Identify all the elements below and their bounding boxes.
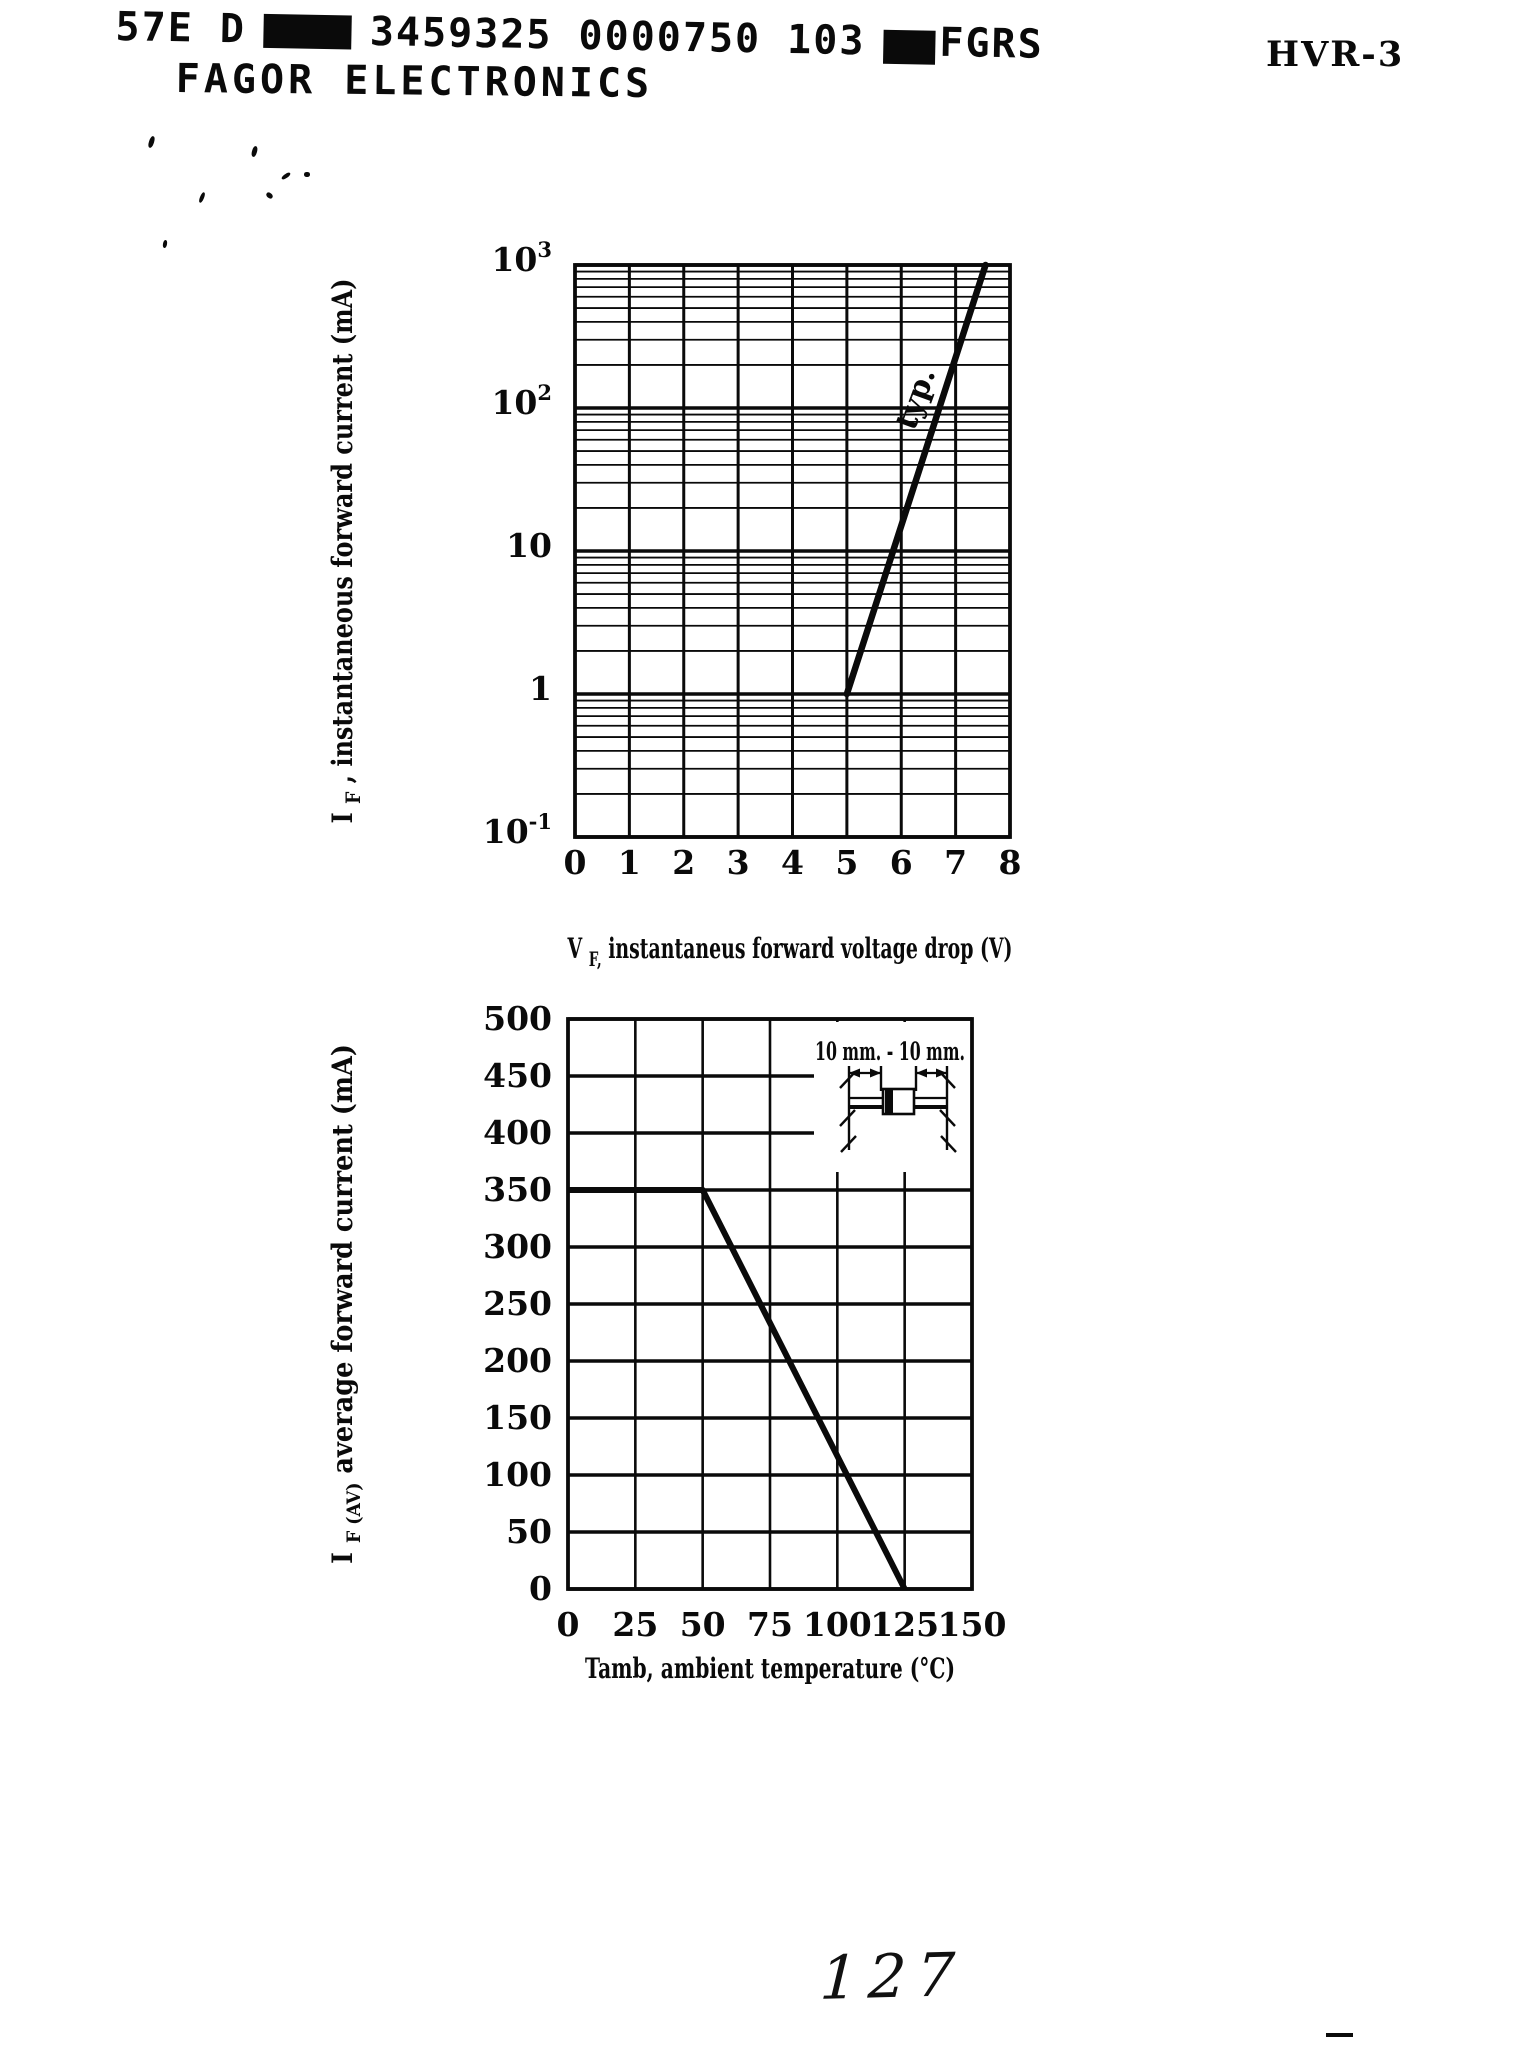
y-tick-label: 250: [483, 1284, 552, 1323]
y-tick-label: 1: [529, 669, 552, 708]
break-mark: [940, 1135, 957, 1153]
chart1-border: [573, 263, 1012, 839]
x-tick-label: 25: [612, 1605, 658, 1644]
x-tick-label: 75: [747, 1605, 793, 1644]
y-tick-label: 103: [491, 237, 552, 279]
x-tick-label: 6: [890, 843, 913, 882]
x-tick-label: 2: [672, 843, 695, 882]
x-tick-label: 8: [999, 843, 1022, 882]
x-tick-label: 0: [564, 843, 587, 882]
y-tick-label: 0: [529, 1569, 552, 1608]
y-tick-label: 10: [506, 526, 552, 565]
plot-border: [566, 1017, 974, 1591]
scan-mark: [250, 145, 259, 158]
page-number: 127: [818, 1940, 967, 2014]
y-tick-label: 102: [491, 380, 552, 422]
inset-dimension-label: 10 mm. - 10 mm.: [815, 1037, 965, 1066]
y-tick-label: 50: [506, 1512, 552, 1551]
y-tick-label: 350: [483, 1170, 552, 1209]
ocr-code-mid: 3459325 0000750 103: [369, 8, 866, 65]
scan-mark: [280, 171, 292, 181]
x-tick-label: 7: [944, 843, 967, 882]
x-tick-label: 150: [938, 1605, 1007, 1644]
y-tick-label: 300: [483, 1227, 552, 1266]
scan-mark: [147, 135, 156, 149]
y-tick-label: 450: [483, 1056, 552, 1095]
chart2-tick-labels: 0 25 50 75 100125150050100150200250300350400…: [483, 999, 1006, 1644]
break-mark: [840, 1135, 857, 1153]
x-tick-label: 50: [680, 1605, 726, 1644]
chart1-grid: [573, 263, 1012, 839]
ocr-ink-block: [882, 29, 936, 65]
diode-cathode-band: [885, 1089, 893, 1114]
y-tick-label: 400: [483, 1113, 552, 1152]
scan-mark: [198, 191, 206, 204]
x-tick-label: 4: [781, 843, 804, 882]
x-tick-label: 125: [870, 1605, 939, 1644]
x-tick-label: 5: [835, 843, 858, 882]
chart2-border: [566, 1017, 974, 1591]
plot-border: [573, 263, 1012, 839]
chart1-x-axis-title: V F, instantaneus forward voltage drop (…: [567, 932, 1013, 973]
mounting-inset: 10 mm. - 10 mm.: [814, 1022, 994, 1172]
arrowhead-icon: [916, 1068, 927, 1078]
x-tick-label: 3: [727, 843, 750, 882]
scan-mark: [162, 239, 168, 249]
y-tick-label: 200: [483, 1341, 552, 1380]
current-derating-chart: 10 mm. - 10 mm.: [330, 999, 1006, 1685]
chart2-x-axis-title: Tamb, ambient temperature (°C): [585, 1652, 955, 1685]
derating-curve: [568, 1187, 908, 1591]
arrowhead-icon: [870, 1068, 881, 1078]
ocr-code-right: FGRS: [938, 19, 1045, 68]
y-tick-label: 500: [483, 999, 552, 1038]
break-mark: [839, 1071, 856, 1089]
y-tick-label: 150: [483, 1398, 552, 1437]
y-tick-label: 100: [483, 1455, 552, 1494]
chart2-y-axis-title: I F (AV) average forward current (mA): [330, 1044, 367, 1564]
y-tick-label: 10-1: [483, 809, 552, 851]
break-mark: [839, 1109, 856, 1127]
x-tick-label: 100: [803, 1605, 872, 1644]
ocr-code-left: 57E D: [115, 4, 247, 53]
x-tick-label: 0: [557, 1605, 580, 1644]
break-mark: [939, 1109, 956, 1127]
corner-dash-mark: [1326, 2033, 1353, 2037]
scan-mark: [265, 191, 274, 200]
x-tick-label: 1: [618, 843, 641, 882]
ocr-ink-block: [263, 13, 353, 50]
company-name: FAGOR ELECTRONICS: [175, 56, 654, 107]
chart1-series: [843, 261, 989, 698]
chart1-y-axis-title: I F , instantaneous forward current (mA): [330, 279, 367, 824]
scan-mark: [304, 172, 310, 177]
typ-curve: [843, 261, 989, 698]
chart2-series: [568, 1187, 908, 1591]
part-number: HVR-3: [1266, 34, 1405, 75]
break-mark: [939, 1071, 956, 1089]
